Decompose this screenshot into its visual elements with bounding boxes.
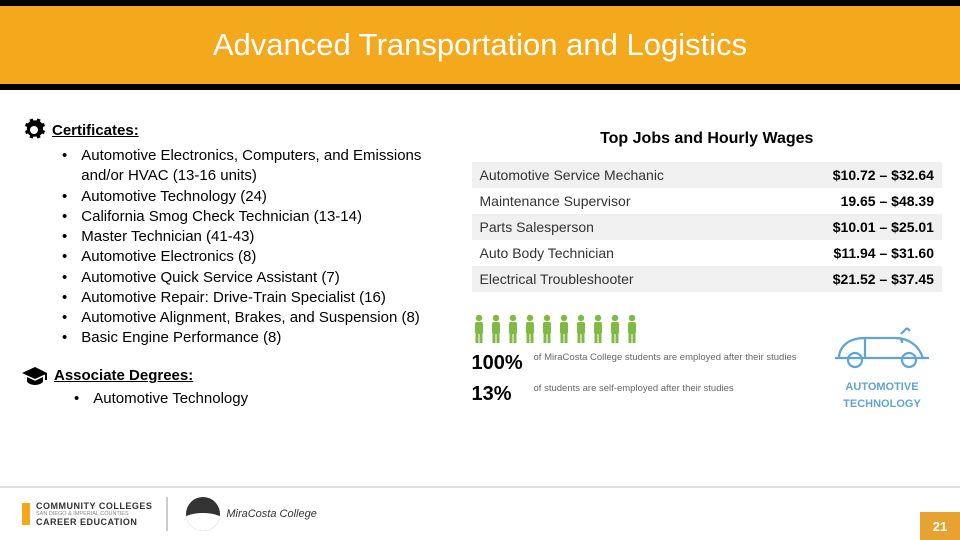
certificates-header: Certificates: bbox=[18, 118, 452, 142]
certificate-text: Automotive Repair: Drive-Train Specialis… bbox=[81, 288, 451, 308]
jobs-table: Automotive Service Mechanic $10.72 – $32.… bbox=[472, 162, 942, 292]
certificates-list: •Automotive Electronics, Computers, and … bbox=[62, 146, 452, 349]
footer: COMMUNITY COLLEGES SAN DIEGO & IMPERIAL … bbox=[0, 486, 960, 540]
certificate-item: •Automotive Alignment, Brakes, and Suspe… bbox=[62, 308, 452, 328]
certificate-item: •Automotive Electronics (8) bbox=[62, 247, 452, 267]
certificates-title: Certificates: bbox=[52, 122, 139, 139]
certificate-text: Automotive Electronics (8) bbox=[81, 247, 451, 267]
certificate-text: California Smog Check Technician (13-14) bbox=[81, 207, 451, 227]
certificate-text: Basic Engine Performance (8) bbox=[81, 328, 451, 348]
degrees-list: •Automotive Technology bbox=[74, 389, 452, 409]
person-icon bbox=[574, 314, 588, 344]
job-wage: $10.01 – $25.01 bbox=[833, 219, 934, 235]
stat-line: 13% of students are self-employed after t… bbox=[472, 383, 822, 406]
car-label-2: TECHNOLOGY bbox=[822, 398, 942, 411]
job-wage: $11.94 – $31.60 bbox=[834, 245, 934, 261]
certificate-item: •Automotive Technology (24) bbox=[62, 187, 452, 207]
stats-left: 100% of MiraCosta College students are em… bbox=[472, 314, 822, 414]
certificate-text: Automotive Quick Service Assistant (7) bbox=[81, 268, 451, 288]
stat-number: 13% bbox=[472, 383, 526, 406]
person-icon bbox=[557, 314, 571, 344]
car-label-1: AUTOMOTIVE bbox=[822, 381, 942, 394]
graduation-cap-icon bbox=[22, 367, 48, 385]
person-icon bbox=[625, 314, 639, 344]
certificate-item: •Basic Engine Performance (8) bbox=[62, 328, 452, 348]
job-wage: 19.65 – $48.39 bbox=[841, 193, 934, 209]
job-name: Automotive Service Mechanic bbox=[480, 167, 664, 183]
miracosta-text: MiraCosta College bbox=[226, 508, 316, 520]
job-name: Maintenance Supervisor bbox=[480, 193, 631, 209]
job-row: Electrical Troubleshooter $21.52 – $37.45 bbox=[472, 266, 942, 292]
job-row: Auto Body Technician $11.94 – $31.60 bbox=[472, 240, 942, 266]
job-row: Automotive Service Mechanic $10.72 – $32.… bbox=[472, 162, 942, 188]
person-icon bbox=[506, 314, 520, 344]
cc-gold-bar bbox=[22, 503, 30, 525]
certificate-text: Master Technician (41-43) bbox=[81, 227, 451, 247]
people-icons-row bbox=[472, 314, 822, 344]
job-wage: $21.52 – $37.45 bbox=[833, 271, 934, 287]
degrees-title: Associate Degrees: bbox=[54, 367, 193, 384]
community-colleges-logo: COMMUNITY COLLEGES SAN DIEGO & IMPERIAL … bbox=[8, 497, 168, 531]
person-icon bbox=[608, 314, 622, 344]
certificate-item: •Master Technician (41-43) bbox=[62, 227, 452, 247]
person-icon bbox=[540, 314, 554, 344]
degrees-header: Associate Degrees: bbox=[18, 367, 452, 385]
car-column: AUTOMOTIVE TECHNOLOGY bbox=[822, 314, 942, 411]
job-row: Maintenance Supervisor 19.65 – $48.39 bbox=[472, 188, 942, 214]
certificate-item: •California Smog Check Technician (13-14… bbox=[62, 207, 452, 227]
gear-icon bbox=[22, 118, 46, 142]
left-column: Certificates: •Automotive Electronics, C… bbox=[18, 118, 462, 480]
job-name: Auto Body Technician bbox=[480, 245, 614, 261]
page-title: Advanced Transportation and Logistics bbox=[213, 27, 747, 63]
person-icon bbox=[472, 314, 486, 344]
cc-text-top: COMMUNITY COLLEGES bbox=[36, 501, 152, 511]
header-banner: Advanced Transportation and Logistics bbox=[0, 6, 960, 84]
miracosta-logo: MiraCosta College bbox=[186, 497, 316, 531]
stat-line: 100% of MiraCosta College students are em… bbox=[472, 352, 822, 375]
cc-text-bot: CAREER EDUCATION bbox=[36, 517, 152, 527]
car-icon bbox=[827, 324, 937, 372]
certificate-item: •Automotive Electronics, Computers, and … bbox=[62, 146, 452, 187]
jobs-title: Top Jobs and Hourly Wages bbox=[472, 130, 942, 148]
page-number: 21 bbox=[920, 512, 960, 540]
person-icon bbox=[591, 314, 605, 344]
degrees-block: Associate Degrees: •Automotive Technolog… bbox=[18, 367, 452, 409]
job-name: Electrical Troubleshooter bbox=[480, 271, 634, 287]
degree-text: Automotive Technology bbox=[93, 389, 451, 409]
stat-number: 100% bbox=[472, 352, 526, 375]
header-bottom-bar bbox=[0, 84, 960, 90]
stat-text: of MiraCosta College students are employ… bbox=[534, 352, 797, 363]
job-wage: $10.72 – $32.64 bbox=[833, 167, 934, 183]
miracosta-wave-icon bbox=[186, 497, 220, 531]
job-name: Parts Salesperson bbox=[480, 219, 594, 235]
job-row: Parts Salesperson $10.01 – $25.01 bbox=[472, 214, 942, 240]
certificate-text: Automotive Technology (24) bbox=[81, 187, 451, 207]
certificate-text: Automotive Electronics, Computers, and E… bbox=[81, 146, 451, 187]
content-area: Certificates: •Automotive Electronics, C… bbox=[18, 118, 942, 480]
stat-text: of students are self-employed after thei… bbox=[534, 383, 734, 394]
person-icon bbox=[489, 314, 503, 344]
person-icon bbox=[523, 314, 537, 344]
right-column: Top Jobs and Hourly Wages Automotive Ser… bbox=[462, 118, 942, 480]
certificate-item: •Automotive Quick Service Assistant (7) bbox=[62, 268, 452, 288]
certificate-text: Automotive Alignment, Brakes, and Suspen… bbox=[81, 308, 451, 328]
degree-item: •Automotive Technology bbox=[74, 389, 452, 409]
footer-left: COMMUNITY COLLEGES SAN DIEGO & IMPERIAL … bbox=[0, 497, 317, 531]
certificate-item: •Automotive Repair: Drive-Train Speciali… bbox=[62, 288, 452, 308]
stats-block: 100% of MiraCosta College students are em… bbox=[472, 314, 942, 414]
